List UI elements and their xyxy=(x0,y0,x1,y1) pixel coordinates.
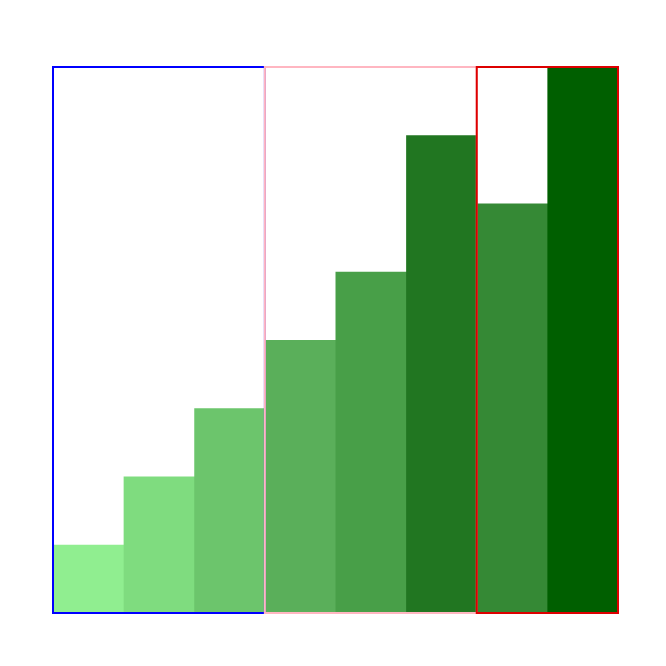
bar-8 xyxy=(547,67,619,613)
bar-5 xyxy=(335,271,407,613)
group-frame-3 xyxy=(475,66,619,614)
bar-6 xyxy=(406,135,478,613)
group-frames xyxy=(52,66,619,614)
bar-7 xyxy=(476,203,548,613)
bar-1 xyxy=(53,544,125,613)
bars-group xyxy=(53,67,619,613)
bar-4 xyxy=(264,340,337,613)
bar-2 xyxy=(123,476,195,613)
bar-3 xyxy=(194,408,266,613)
